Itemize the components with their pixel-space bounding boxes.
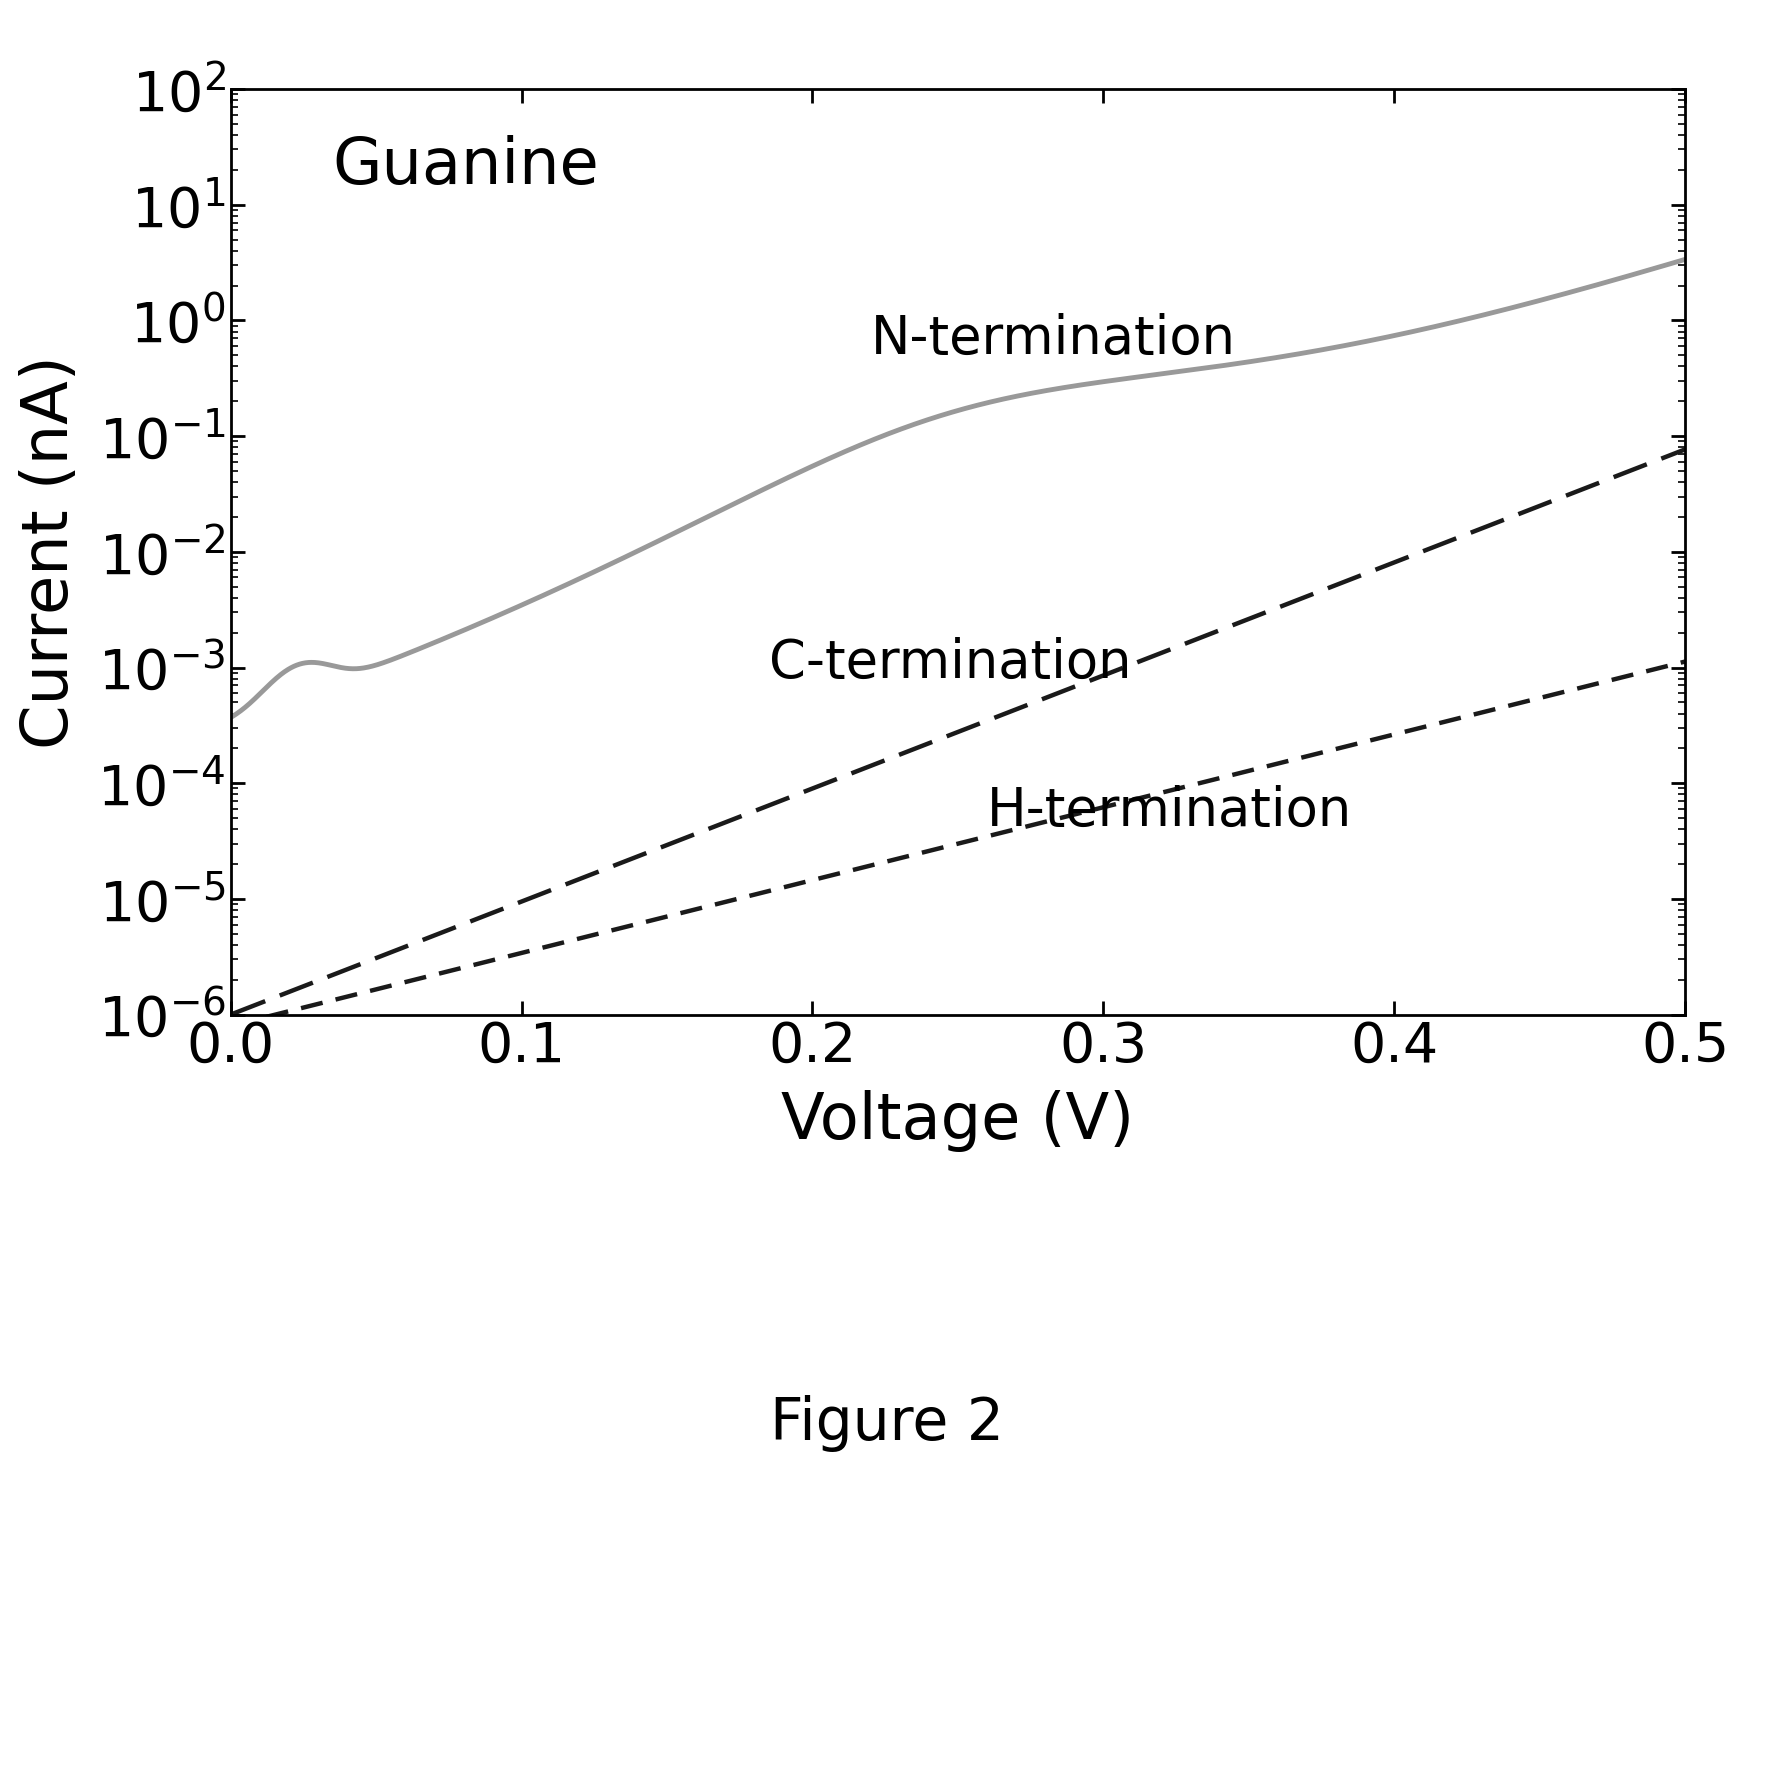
Text: H-termination: H-termination (986, 785, 1351, 837)
X-axis label: Voltage (V): Voltage (V) (780, 1089, 1135, 1152)
Text: Figure 2: Figure 2 (769, 1396, 1004, 1452)
Text: Guanine: Guanine (332, 135, 599, 198)
Text: N-termination: N-termination (871, 313, 1236, 365)
Y-axis label: Current (nA): Current (nA) (20, 354, 82, 749)
Text: C-termination: C-termination (768, 637, 1131, 689)
